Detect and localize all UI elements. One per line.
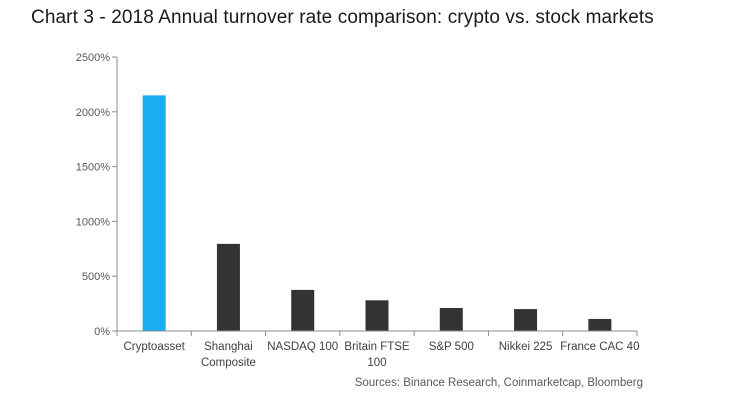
bar-0 [142, 95, 166, 331]
x-tick-label-line: Composite [201, 357, 256, 369]
sources-note: Sources: Binance Research, Coinmarketcap… [354, 377, 643, 389]
bar-3 [365, 300, 389, 331]
x-axis: Cryptoasset Shanghai Composite NASDAQ 100 Br… [116, 330, 639, 369]
bars [142, 95, 612, 331]
x-tick-label-line: NASDAQ 100 [267, 341, 338, 353]
chart-title: Chart 3 - 2018 Annual turnover rate comp… [31, 7, 654, 28]
x-tick-label: France CAC 40 [560, 341, 639, 353]
x-tick-label-line: 100 [367, 357, 386, 369]
y-tick-label: 1000% [76, 216, 110, 228]
x-tick-label: Shanghai Composite [201, 341, 256, 369]
y-axis: 0% 500% 1000% 1500% 2000% 2500% [76, 52, 118, 338]
x-tick-label-line: Cryptoasset [123, 341, 185, 353]
x-tick-label: Cryptoasset [123, 341, 185, 353]
x-tick-label-line: Nikkei 225 [499, 341, 553, 353]
x-tick-label-line: France CAC 40 [560, 341, 639, 353]
bar-4 [439, 307, 463, 331]
x-tick-label: Britain FTSE 100 [344, 341, 410, 369]
y-tick-label: 1500% [76, 162, 110, 174]
bar-2 [291, 289, 315, 331]
bar-1 [216, 243, 240, 331]
y-tick-label: 500% [82, 271, 110, 283]
y-tick-label: 0% [94, 326, 110, 338]
bar-6 [588, 318, 612, 331]
x-tick-label: S&P 500 [429, 341, 474, 353]
bar-5 [514, 309, 538, 331]
y-tick-label: 2500% [76, 52, 110, 64]
x-tick-label-line: Shanghai [204, 341, 253, 353]
y-tick-label: 2000% [76, 107, 110, 119]
x-tick-label-line: S&P 500 [429, 341, 474, 353]
x-tick-label-line: Britain FTSE [344, 341, 410, 353]
x-tick-label: Nikkei 225 [499, 341, 553, 353]
x-tick-label: NASDAQ 100 [267, 341, 338, 353]
